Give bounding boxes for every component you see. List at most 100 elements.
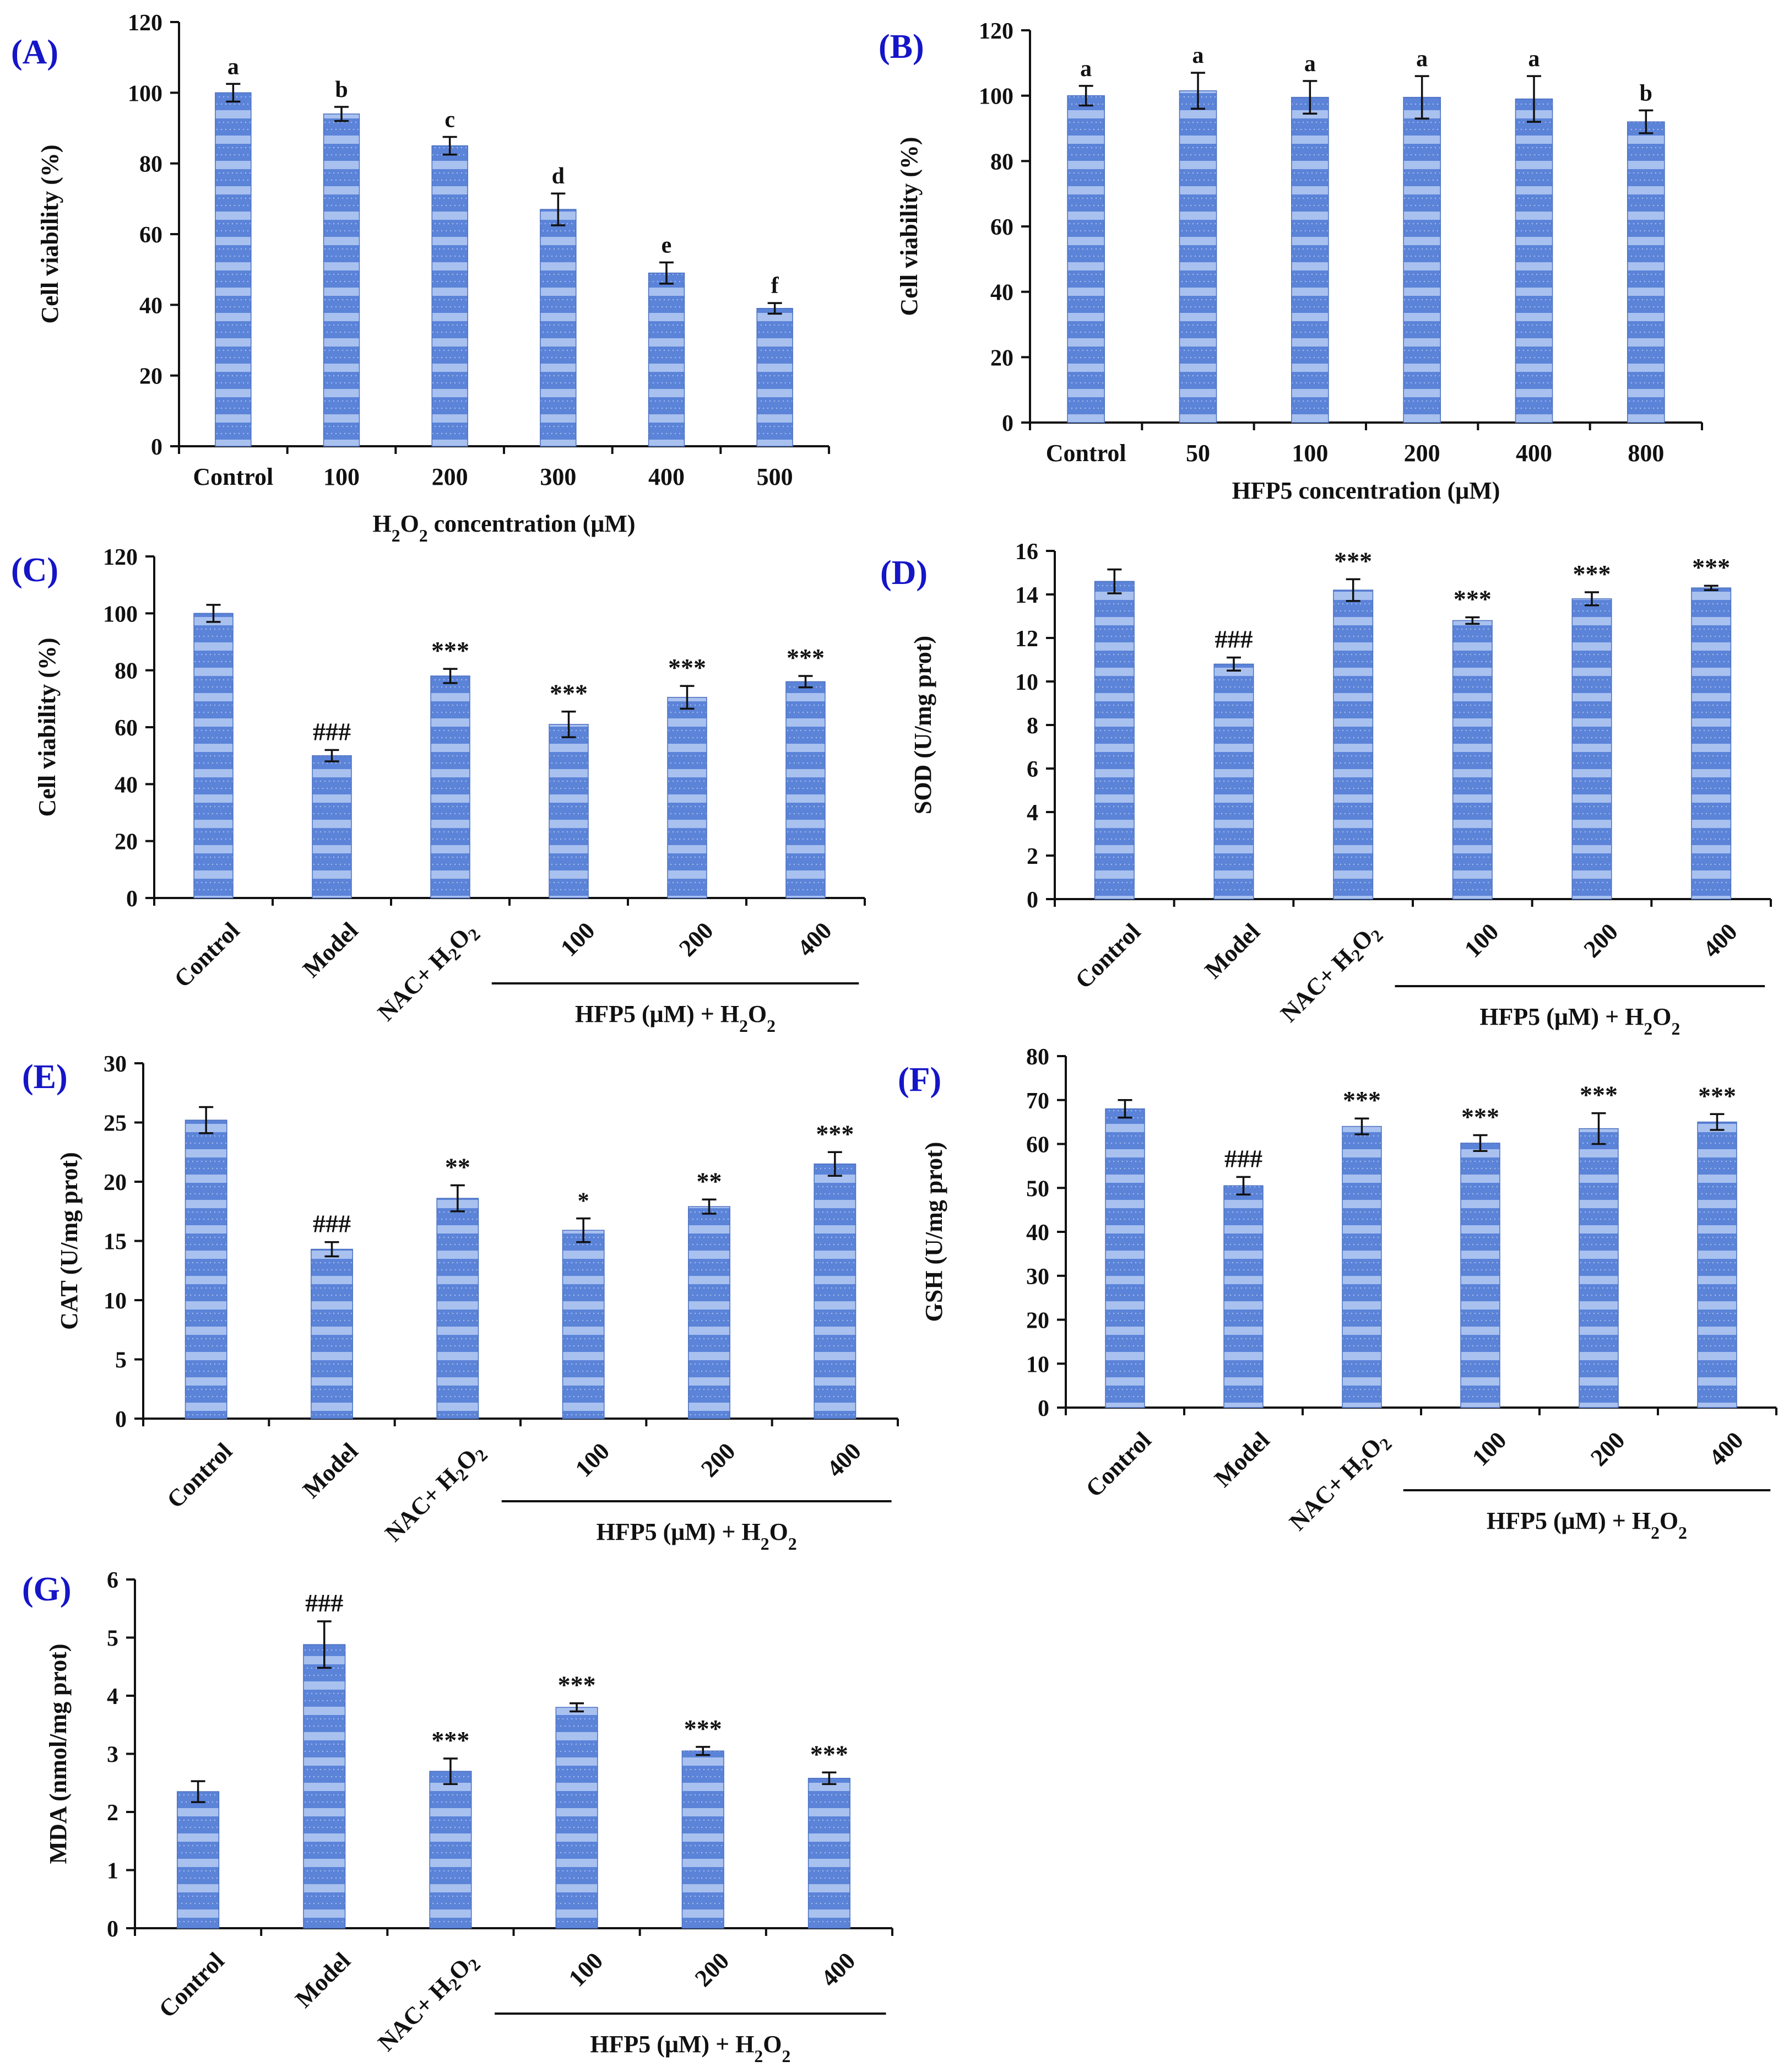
significance-label: ***: [810, 1740, 848, 1768]
y-tick-label: 20: [1026, 1308, 1049, 1334]
x-category-label: 800: [1628, 440, 1664, 467]
panel-label: (G): [22, 1571, 72, 1608]
y-tick-label: 2: [1027, 844, 1038, 869]
x-category-label: Control: [162, 1437, 238, 1513]
significance-label: ***: [1580, 1081, 1618, 1109]
bar: [430, 675, 470, 899]
chart-panel-d: (D) 0 2 4 6 8 10 12 14 16 SOD (U/mg prot) Control ##…: [880, 539, 1772, 1038]
significance-label: ###: [313, 1210, 351, 1238]
y-tick-label: 60: [1026, 1133, 1049, 1158]
significance-label: e: [662, 232, 672, 258]
y-tick-label: 80: [115, 659, 138, 684]
bar: [1571, 598, 1612, 900]
x-axis-label: H2O2 concentration (μM): [373, 510, 636, 545]
significance-label: ***: [816, 1119, 854, 1148]
significance-label: ***: [668, 653, 706, 681]
significance-label: ***: [684, 1714, 722, 1743]
y-tick-label: 60: [115, 716, 138, 741]
bar: [1460, 1143, 1500, 1408]
y-tick-label: 14: [1015, 583, 1038, 608]
group-label: HFP5 (μM) + H2O2: [1479, 1003, 1680, 1038]
bar: [193, 613, 234, 899]
x-category-label: Model: [297, 1437, 363, 1503]
x-category-label: 200: [696, 1437, 740, 1482]
x-category-label: NAC+ H2O2: [1275, 918, 1386, 1029]
y-tick-label: 80: [139, 152, 162, 177]
bar: [1452, 620, 1493, 900]
y-tick-label: 1: [107, 1859, 118, 1884]
y-axis-label: MDA (nmol/mg prot): [45, 1643, 72, 1864]
x-category-label: Model: [290, 1947, 356, 2013]
x-category-label: Control: [154, 1947, 230, 2023]
y-tick-label: 10: [1026, 1352, 1049, 1377]
bar: [807, 1778, 850, 1929]
x-category-label: 100: [563, 1947, 608, 1992]
significance-label: f: [771, 273, 779, 299]
significance-label: ***: [431, 636, 469, 664]
bar: [312, 755, 352, 899]
significance-label: ***: [1334, 547, 1372, 575]
y-axis-label: Cell viability (%): [896, 137, 923, 316]
x-category-label: 200: [1585, 1426, 1630, 1471]
y-tick-label: 60: [139, 223, 162, 248]
bar: [1105, 1108, 1145, 1408]
bar: [1291, 96, 1329, 423]
y-tick-label: 2: [107, 1800, 118, 1826]
x-category-label: 200: [674, 917, 718, 961]
x-category-label: 400: [792, 917, 837, 961]
y-tick-label: 10: [104, 1289, 127, 1314]
significance-label: d: [552, 164, 565, 189]
bar: [814, 1164, 856, 1419]
bar: [1403, 96, 1441, 423]
bar: [429, 1771, 472, 1929]
x-category-label: 50: [1186, 440, 1210, 467]
x-category-label: 200: [432, 463, 468, 490]
y-tick-label: 15: [104, 1230, 127, 1255]
significance-label: ***: [1573, 560, 1611, 588]
y-tick-label: 0: [1038, 1396, 1049, 1421]
significance-label: *: [578, 1189, 589, 1214]
y-tick-label: 12: [1015, 626, 1038, 652]
bar: [1342, 1126, 1382, 1408]
y-tick-label: 16: [1015, 539, 1038, 565]
x-category-label: 400: [822, 1437, 866, 1482]
significance-label: **: [445, 1153, 470, 1181]
y-tick-label: 80: [990, 149, 1013, 175]
y-tick-label: 20: [115, 830, 138, 855]
y-tick-label: 0: [1002, 411, 1013, 436]
bar: [436, 1198, 479, 1419]
significance-label: ***: [1343, 1086, 1381, 1114]
x-category-label: Control: [193, 463, 273, 490]
bar: [1515, 98, 1553, 423]
x-category-label: Control: [1081, 1426, 1157, 1502]
significance-label: ***: [431, 1726, 469, 1754]
bar: [555, 1707, 598, 1929]
significance-label: b: [1640, 80, 1652, 106]
y-tick-label: 100: [979, 84, 1013, 110]
x-category-label: 100: [1467, 1426, 1511, 1471]
x-category-label: 100: [1292, 440, 1328, 467]
significance-label: ***: [787, 643, 825, 672]
x-category-label: 200: [1404, 440, 1440, 467]
panel-label: (D): [880, 554, 928, 592]
group-label: HFP5 (μM) + H2O2: [590, 2031, 790, 2066]
bar: [431, 145, 468, 447]
x-axis-label: HFP5 concentration (μM): [1232, 477, 1500, 504]
panel-label: (C): [11, 551, 58, 589]
x-category-label: Control: [1070, 918, 1146, 994]
bar: [681, 1750, 724, 1929]
y-tick-label: 120: [128, 10, 162, 36]
y-tick-label: 6: [107, 1568, 118, 1593]
y-tick-label: 40: [990, 280, 1013, 306]
group-label: HFP5 (μM) + H2O2: [597, 1518, 797, 1554]
y-tick-label: 0: [126, 886, 138, 912]
y-tick-label: 100: [103, 602, 138, 627]
bar: [1213, 663, 1254, 900]
y-tick-label: 5: [115, 1348, 127, 1373]
y-axis-label: CAT (U/mg prot): [56, 1152, 83, 1330]
chart-panel-a: (A) 0 20 40 60 80 100 120 Cell viability (%) a Con…: [11, 10, 830, 545]
chart-panel-g: (G) 0 1 2 3 4 5 6 MDA (nmol/mg prot) Control ### Mo…: [22, 1568, 893, 2066]
x-category-label: 400: [1704, 1426, 1748, 1471]
bar: [185, 1119, 227, 1419]
